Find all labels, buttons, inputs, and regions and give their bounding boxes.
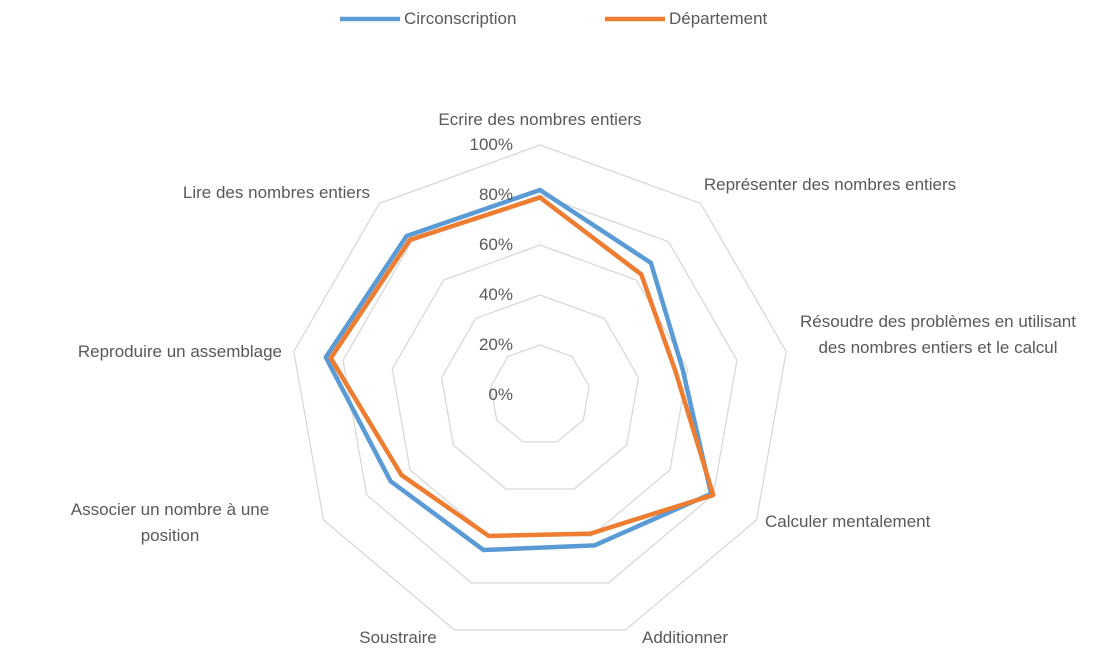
tick-label: 60%	[478, 235, 513, 254]
series-line	[323, 187, 714, 553]
tick-label: 20%	[478, 335, 513, 354]
category-label: Lire des nombres entiers	[182, 183, 370, 202]
category-label: Résoudre des problèmes en utilisant des …	[800, 312, 1076, 357]
series-line	[328, 195, 716, 539]
category-label: Reproduire un assemblage	[77, 342, 282, 361]
grid-ring	[440, 294, 640, 490]
category-label: Ecrire des nombres entiers	[438, 110, 642, 129]
category-label: Soustraire	[359, 628, 437, 647]
category-label: Additionner	[641, 628, 728, 647]
category-label: Associer un nombre à une position	[70, 500, 270, 545]
category-label: Calculer mentalement	[765, 512, 931, 531]
tick-label: 40%	[478, 285, 513, 304]
tick-label: 80%	[478, 185, 513, 204]
grid-ring	[391, 244, 689, 537]
grid-ring	[342, 194, 738, 584]
grid-ring	[490, 344, 590, 443]
tick-label: 0%	[488, 385, 513, 404]
tick-label: 100%	[469, 135, 513, 154]
legend-label: Département	[669, 9, 768, 28]
legend-label: Circonscription	[404, 9, 517, 28]
grid-ring	[293, 144, 787, 631]
category-label: Représenter des nombres entiers	[703, 175, 957, 194]
